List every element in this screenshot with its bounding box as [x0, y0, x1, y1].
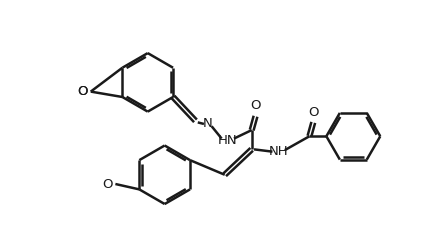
Text: O: O	[77, 85, 88, 98]
Text: O: O	[77, 85, 88, 98]
Text: HN: HN	[218, 134, 238, 146]
Text: N: N	[203, 118, 213, 130]
Text: O: O	[250, 100, 261, 112]
Text: NH: NH	[269, 145, 289, 158]
Text: O: O	[308, 106, 318, 118]
Text: O: O	[102, 178, 112, 190]
